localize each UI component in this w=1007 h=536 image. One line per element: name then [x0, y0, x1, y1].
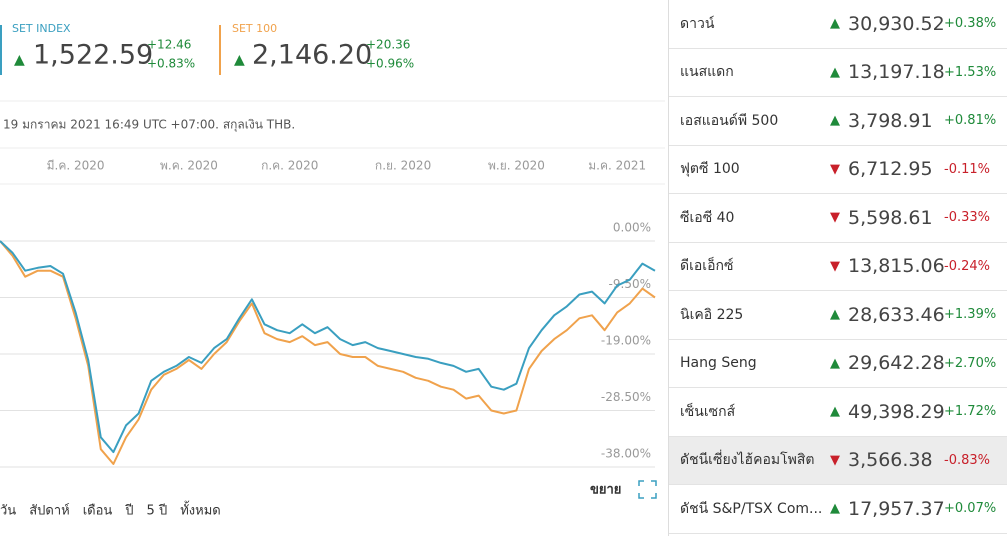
quote-change: +12.46 — [147, 38, 191, 52]
index-name: ดัชนี S&P/TSX Com... — [680, 500, 823, 517]
index-row[interactable]: ดัชนี S&P/TSX Com... ▲ 17,957.37 +0.07% — [669, 485, 1007, 534]
index-change: +1.53% — [944, 64, 997, 80]
index-list: ดาวน์ ▲ 30,930.52 +0.38% แนสแดก ▲ 13,197.18 +1.… — [668, 0, 1007, 536]
expand-icon[interactable] — [638, 480, 657, 499]
index-name: ดาวน์ — [680, 15, 715, 32]
down-arrow: ▼ — [830, 210, 840, 226]
chart-panel: SET INDEX SET 100 ▲ ▲ 1,522.59 2,146.20 … — [0, 22, 665, 519]
index-name: นิเคอิ 225 — [680, 306, 744, 323]
quote-name: SET INDEX — [12, 22, 71, 35]
index-name: Hang Seng — [680, 355, 757, 372]
index-change: +0.38% — [944, 16, 997, 32]
index-value: 17,957.37 — [848, 497, 945, 520]
index-name: ซีเอซี 40 — [680, 209, 735, 226]
index-row[interactable]: ซีเอซี 40 ▼ 5,598.61 -0.33% — [669, 194, 1007, 243]
y-tick-label: 0.00% — [613, 221, 651, 235]
range-button[interactable]: 5 ปี — [147, 503, 168, 519]
up-arrow: ▲ — [830, 64, 840, 80]
index-value: 28,633.46 — [848, 303, 945, 326]
x-tick-label: ก.ย. 2020 — [375, 159, 431, 173]
down-arrow: ▼ — [830, 161, 840, 177]
range-button[interactable]: สัปดาห์ — [29, 503, 70, 519]
index-row[interactable]: เซ็นเซกส์ ▲ 49,398.29 +1.72% — [669, 388, 1007, 437]
index-value: 13,197.18 — [848, 61, 945, 84]
x-tick-label: พ.ค. 2020 — [160, 159, 218, 173]
y-tick-label: -9.50% — [609, 277, 651, 291]
expand-button[interactable]: ขยาย — [590, 483, 621, 498]
date-line: 19 มกราคม 2021 16:49 UTC +07:00. สกุลเงิ… — [3, 118, 295, 133]
index-value: 13,815.06 — [848, 255, 945, 278]
series-line — [0, 240, 656, 465]
range-buttons: วัน สัปดาห์ เดือน ปี 5 ปี ทั้งหมด — [0, 501, 221, 519]
quote-name: SET 100 — [232, 22, 277, 35]
quote-change-pct: +0.96% — [366, 57, 414, 71]
y-tick-label: -28.50% — [601, 390, 651, 404]
up-arrow: ▲ — [830, 16, 840, 32]
series-marker — [219, 25, 221, 75]
index-change: +2.70% — [944, 355, 997, 371]
index-value: 5,598.61 — [848, 206, 933, 229]
x-tick-label: ม.ค. 2021 — [588, 159, 646, 173]
series-marker — [0, 25, 2, 75]
index-change: -0.83% — [944, 452, 990, 468]
index-row[interactable]: Hang Seng ▲ 29,642.28 +2.70% — [669, 340, 1007, 388]
index-row[interactable]: แนสแดก ▲ 13,197.18 +1.53% — [669, 49, 1007, 97]
index-name: เซ็นเซกส์ — [680, 403, 736, 420]
index-row[interactable]: ดีเอเอ็กซ์ ▼ 13,815.06 -0.24% — [669, 243, 1007, 291]
index-name: ดีเอเอ็กซ์ — [680, 258, 734, 275]
index-name: ดัชนีเซี่ยงไฮ้คอมโพสิต — [680, 452, 815, 469]
index-value: 30,930.52 — [848, 12, 945, 35]
index-value: 49,398.29 — [848, 400, 945, 423]
series-line — [0, 240, 656, 454]
x-tick-label: พ.ย. 2020 — [488, 159, 545, 173]
index-change: +1.72% — [944, 404, 997, 420]
up-arrow: ▲ — [830, 404, 840, 420]
index-name: เอสแอนด์พี 500 — [680, 112, 779, 129]
up-arrow: ▲ — [830, 355, 840, 371]
index-change: -0.24% — [944, 258, 990, 274]
up-arrow: ▲ — [830, 501, 840, 517]
range-button[interactable]: เดือน — [83, 503, 113, 519]
x-tick-label: มี.ค. 2020 — [47, 159, 105, 173]
y-tick-label: -19.00% — [601, 334, 651, 348]
range-button[interactable]: วัน — [0, 504, 16, 519]
index-value: 6,712.95 — [848, 158, 933, 181]
index-change: +1.39% — [944, 307, 997, 323]
index-name: ฟุตซี 100 — [680, 161, 740, 178]
index-row[interactable]: ดาวน์ ▲ 30,930.52 +0.38% — [669, 0, 1007, 49]
index-change: -0.33% — [944, 210, 990, 226]
down-arrow: ▼ — [830, 452, 840, 468]
y-tick-label: -38.00% — [601, 447, 651, 461]
index-change: -0.11% — [944, 161, 990, 177]
index-row[interactable]: ฟุตซี 100 ▼ 6,712.95 -0.11% — [669, 146, 1007, 194]
x-tick-label: ก.ค. 2020 — [261, 159, 318, 173]
index-row[interactable]: เอสแอนด์พี 500 ▲ 3,798.91 +0.81% — [669, 97, 1007, 146]
index-value: 3,798.91 — [848, 109, 933, 132]
quote-change: +20.36 — [366, 38, 410, 52]
down-arrow: ▼ — [830, 258, 840, 274]
up-arrow: ▲ — [830, 307, 840, 323]
index-change: +0.07% — [944, 501, 997, 517]
quote-value: 2,146.20 — [252, 40, 372, 71]
up-arrow: ▲ — [830, 113, 840, 129]
quote-value: 1,522.59 — [33, 40, 153, 71]
index-row[interactable]: ดัชนีเซี่ยงไฮ้คอมโพสิต ▼ 3,566.38 -0.83% — [669, 436, 1007, 485]
index-value: 29,642.28 — [848, 352, 945, 375]
index-change: +0.81% — [944, 113, 997, 129]
index-row[interactable]: นิเคอิ 225 ▲ 28,633.46 +1.39% — [669, 291, 1007, 340]
quote-change-pct: +0.83% — [147, 57, 195, 71]
up-arrow: ▲ — [14, 52, 25, 68]
index-value: 3,566.38 — [848, 449, 933, 472]
up-arrow: ▲ — [234, 52, 245, 68]
range-button[interactable]: ปี — [124, 503, 133, 519]
index-name: แนสแดก — [680, 64, 734, 81]
range-button[interactable]: ทั้งหมด — [180, 501, 221, 519]
